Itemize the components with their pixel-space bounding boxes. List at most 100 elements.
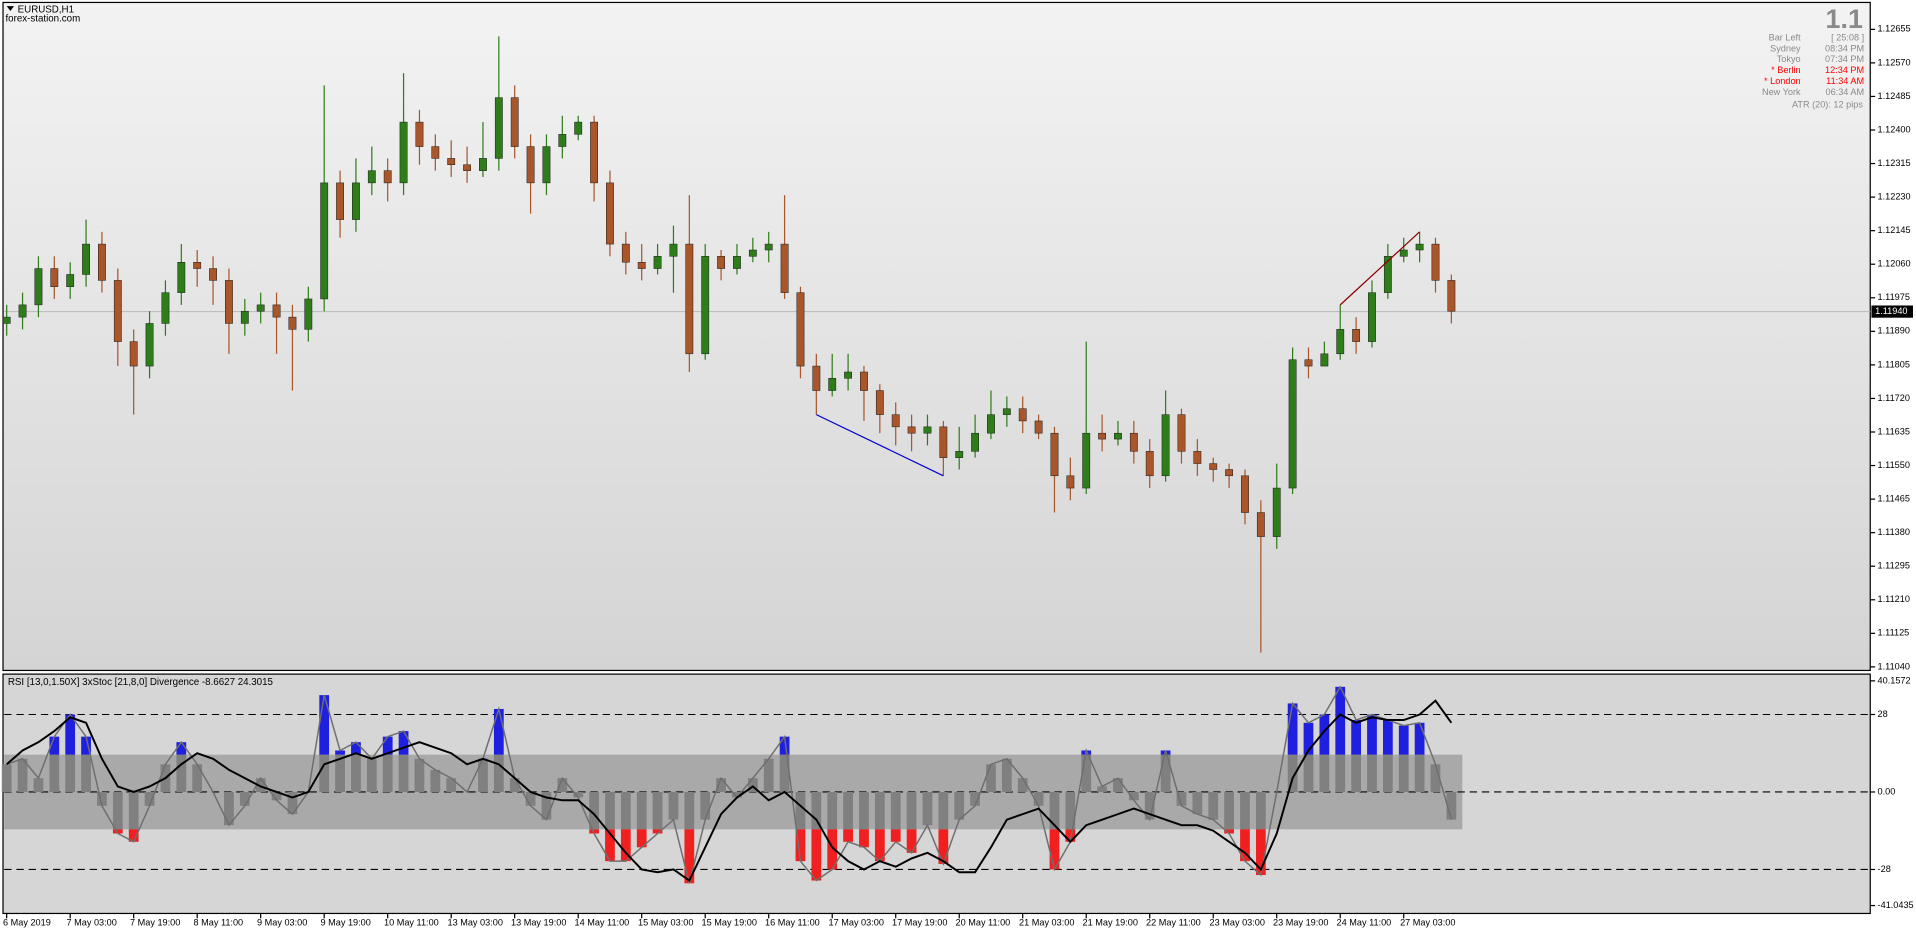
candle-body (447, 158, 456, 165)
candle-body (1288, 359, 1297, 489)
histogram-bar (1224, 791, 1234, 830)
histogram-bar (747, 778, 758, 792)
candle-body (1336, 329, 1345, 355)
candle-body (875, 390, 884, 415)
rsi-line (6, 685, 1453, 884)
y-tick-label: -28 (1878, 864, 1891, 874)
x-tick-label: 17 May 03:00 (829, 918, 884, 928)
histogram-bar (732, 791, 742, 798)
current-price-box (1871, 305, 1913, 318)
histogram-bar (192, 764, 203, 792)
histogram-bar (224, 791, 234, 826)
candle-body (383, 170, 392, 184)
histogram-bar (1065, 791, 1076, 830)
candle-body (320, 182, 329, 300)
candle-body (256, 304, 265, 312)
candle-body (113, 280, 122, 342)
x-tick-label: 7 May 19:00 (130, 918, 180, 928)
candle-body (1320, 353, 1329, 367)
histogram-bar (1351, 754, 1361, 792)
histogram-bar (382, 754, 393, 792)
candle-body (1145, 451, 1154, 477)
histogram-bar (478, 758, 488, 792)
candle-body (1225, 469, 1234, 477)
histogram-bar (954, 791, 965, 820)
candle-body (971, 432, 980, 452)
histogram-bar (1240, 791, 1250, 830)
histogram-bar (1382, 754, 1393, 792)
candle-body (399, 121, 408, 184)
histogram-bar (874, 791, 885, 830)
x-tick-label: 24 May 11:00 (1337, 918, 1392, 928)
candle-body (2, 316, 11, 324)
y-tick-label: 1.11635 (1878, 426, 1910, 436)
candle-body (653, 256, 662, 269)
candle-body (1383, 256, 1392, 293)
histogram-bar (1398, 754, 1409, 792)
histogram-bar (541, 791, 552, 820)
histogram-bar (1430, 764, 1441, 792)
candle-body (1272, 487, 1281, 537)
info-value: 08:34 PM (1825, 43, 1864, 53)
histogram-bar (351, 754, 361, 792)
x-tick-label: 16 May 11:00 (765, 918, 820, 928)
candle-body (717, 256, 725, 269)
histogram-bar (906, 791, 917, 830)
candle-body (748, 249, 757, 257)
candle-body (272, 304, 281, 318)
y-tick-label: 1.12655 (1878, 24, 1911, 34)
histogram-bar (938, 791, 949, 830)
histogram-bar (287, 791, 298, 815)
y-tick-label: 1.12060 (1878, 259, 1911, 269)
info-value: [ 25:08 ] (1831, 32, 1864, 42)
histogram-bar (49, 754, 60, 792)
candle-body (98, 243, 106, 281)
menu-arrow[interactable] (6, 6, 15, 11)
histogram-bar (239, 791, 250, 806)
histogram-bar (414, 758, 425, 792)
candle-body (1129, 432, 1138, 452)
x-tick-label: 23 May 03:00 (1210, 918, 1265, 928)
candle-body (669, 243, 678, 257)
histogram-bar (636, 791, 647, 830)
histogram-bar (81, 754, 91, 792)
candle-body (1431, 243, 1440, 281)
histogram-bar (986, 764, 996, 792)
info-big: 1.1 (1826, 4, 1863, 34)
candle-body (1034, 420, 1043, 434)
x-tick-label: 17 May 19:00 (892, 918, 947, 928)
y-tick-label: 1.12315 (1878, 158, 1911, 168)
histogram-bar (430, 769, 441, 792)
histogram-bar (1017, 778, 1028, 792)
histogram-bar-extreme (65, 714, 76, 792)
candle-body (66, 274, 75, 287)
y-tick-label: 1.11295 (1878, 561, 1910, 571)
candle-body (1304, 359, 1313, 367)
candle-body (891, 414, 900, 428)
y-tick-label: -41.0435 (1878, 900, 1914, 910)
histogram-bar (890, 791, 901, 830)
histogram-bar (335, 754, 345, 792)
histogram-bar (1446, 791, 1457, 820)
candle-body (606, 182, 614, 245)
histogram-bar (573, 791, 584, 798)
candle-body (225, 280, 233, 324)
y-tick-label: 1.11550 (1878, 460, 1910, 470)
candle-body (1209, 463, 1218, 470)
candle-body (1066, 475, 1075, 489)
candle-body (907, 426, 916, 434)
x-tick-label: 9 May 19:00 (321, 918, 371, 928)
histogram-bar (557, 778, 568, 792)
x-tick-label: 9 May 03:00 (257, 918, 307, 928)
candle-body (1399, 249, 1408, 257)
x-tick-label: 20 May 11:00 (956, 918, 1011, 928)
histogram-bar (652, 791, 663, 830)
current-price-label: 1.11940 (1875, 306, 1907, 316)
candle-body (685, 243, 694, 355)
y-tick-label: 1.12145 (1878, 225, 1911, 235)
price-pane (2, 1, 1871, 672)
candle-body (494, 97, 503, 159)
histogram-bar (271, 791, 282, 801)
x-tick-label: 7 May 03:00 (67, 918, 117, 928)
